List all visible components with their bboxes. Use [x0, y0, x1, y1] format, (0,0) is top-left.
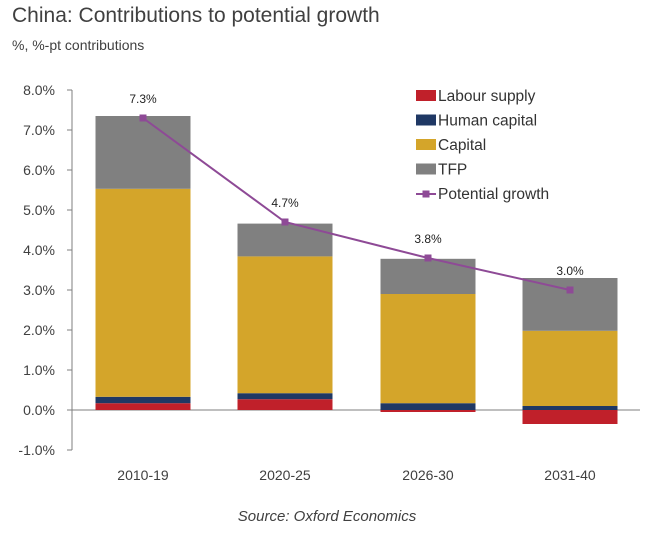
bar-segment-labour-supply: [522, 410, 618, 424]
bar-segment-capital: [380, 294, 476, 404]
legend-label: Human capital: [438, 113, 537, 130]
y-tick-label: -1.0%: [18, 442, 55, 458]
legend-swatch: [416, 139, 436, 150]
bar-segment-human-capital: [237, 393, 333, 400]
chart-subtitle: %, %-pt contributions: [12, 37, 145, 53]
bar-segment-tfp: [522, 278, 618, 331]
legend-marker: [422, 190, 430, 198]
bar-segment-human-capital: [380, 403, 476, 410]
legend-label: Capital: [438, 137, 486, 154]
x-tick-label: 2031-40: [544, 467, 596, 483]
potential-growth-marker: [424, 254, 432, 262]
data-label: 7.3%: [129, 92, 157, 106]
potential-growth-marker: [566, 286, 574, 294]
potential-growth-marker: [139, 114, 147, 122]
legend-swatch: [416, 114, 436, 126]
y-tick-label: 8.0%: [23, 82, 55, 98]
y-tick-label: 5.0%: [23, 202, 55, 218]
y-tick-label: 1.0%: [23, 362, 55, 378]
chart-source: Source: Oxford Economics: [237, 508, 417, 525]
y-tick-label: 6.0%: [23, 162, 55, 178]
legend-swatch: [416, 90, 436, 101]
legend-label: Potential growth: [438, 186, 549, 203]
bar-segment-human-capital: [522, 406, 618, 410]
legend-label: Labour supply: [438, 88, 536, 105]
y-tick-label: 3.0%: [23, 282, 55, 298]
bar-segment-human-capital: [95, 396, 191, 404]
bar-segment-capital: [522, 330, 618, 406]
y-tick-label: 4.0%: [23, 242, 55, 258]
y-tick-label: 0.0%: [23, 402, 55, 418]
y-tick-label: 7.0%: [23, 122, 55, 138]
bar-segment-labour-supply: [237, 399, 333, 410]
x-tick-label: 2010-19: [117, 467, 169, 483]
bar-segment-tfp: [380, 258, 476, 294]
bar-segment-labour-supply: [380, 410, 476, 412]
data-label: 3.8%: [414, 232, 442, 246]
legend-label: TFP: [438, 162, 467, 179]
bar-segment-tfp: [237, 223, 333, 257]
potential-growth-line: [142, 117, 571, 291]
bar-segment-capital: [95, 188, 191, 397]
data-label: 4.7%: [271, 196, 299, 210]
bar-segment-labour-supply: [95, 403, 191, 410]
potential-growth-marker: [281, 218, 289, 226]
chart-title: China: Contributions to potential growth: [12, 4, 380, 27]
data-label: 3.0%: [556, 264, 584, 278]
x-tick-label: 2020-25: [259, 467, 311, 483]
x-tick-label: 2026-30: [402, 467, 454, 483]
y-tick-label: 2.0%: [23, 322, 55, 338]
legend-swatch: [416, 163, 436, 175]
bar-segment-capital: [237, 256, 333, 394]
bar-segment-tfp: [95, 116, 191, 189]
